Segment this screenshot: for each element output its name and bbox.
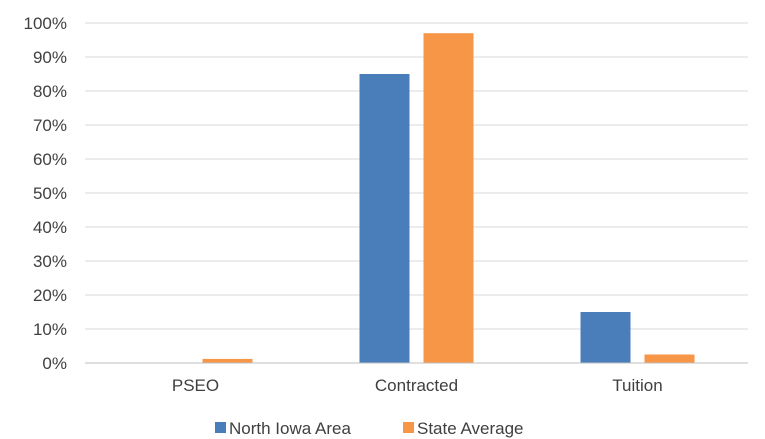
- y-tick-label: 0%: [42, 354, 67, 373]
- bar-tuition-series-1: [644, 354, 695, 363]
- bars: [202, 33, 695, 363]
- legend-swatch: [215, 422, 226, 433]
- legend-label: State Average: [417, 419, 524, 438]
- y-tick-label: 50%: [33, 184, 67, 203]
- bar-contracted-series-0: [359, 74, 410, 363]
- gridlines: [85, 22, 748, 330]
- category-label: Contracted: [375, 376, 458, 395]
- y-tick-label: 70%: [33, 116, 67, 135]
- category-label: Tuition: [612, 376, 662, 395]
- bar-contracted-series-1: [423, 33, 474, 363]
- y-tick-label: 40%: [33, 218, 67, 237]
- y-tick-label: 30%: [33, 252, 67, 271]
- y-axis-tick-labels: 0% 10% 20% 30% 40% 50% 60% 70% 80% 90% 100%: [24, 14, 67, 373]
- bar-pseo-series-1: [202, 358, 253, 363]
- legend-swatch: [403, 422, 414, 433]
- legend: North Iowa Area State Average: [215, 419, 524, 438]
- y-tick-label: 100%: [24, 14, 67, 33]
- y-tick-label: 80%: [33, 82, 67, 101]
- category-label: PSEO: [172, 376, 219, 395]
- y-tick-label: 90%: [33, 48, 67, 67]
- legend-label: North Iowa Area: [229, 419, 351, 438]
- category-labels: PSEO Contracted Tuition: [172, 376, 663, 395]
- y-tick-label: 60%: [33, 150, 67, 169]
- y-tick-label: 10%: [33, 320, 67, 339]
- y-tick-label: 20%: [33, 286, 67, 305]
- bar-tuition-series-0: [580, 312, 631, 363]
